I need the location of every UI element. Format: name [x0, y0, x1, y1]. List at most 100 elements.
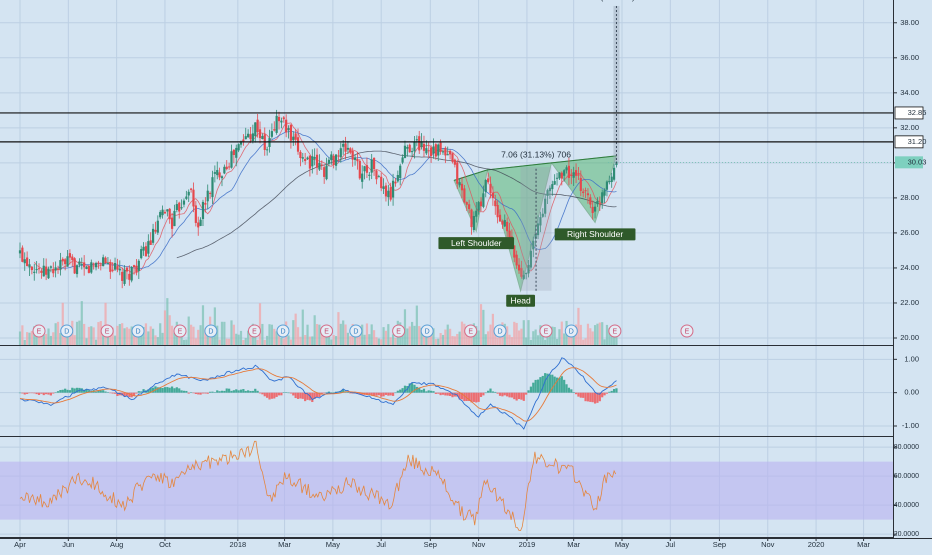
- candle-body[interactable]: [161, 209, 164, 216]
- candle-body[interactable]: [178, 202, 181, 212]
- candle-body[interactable]: [472, 216, 475, 231]
- candle-body[interactable]: [299, 151, 302, 159]
- candle-body[interactable]: [294, 133, 297, 140]
- candle-body[interactable]: [75, 265, 79, 275]
- candle-body[interactable]: [97, 262, 100, 264]
- candle-body[interactable]: [458, 182, 461, 186]
- candle-body[interactable]: [589, 197, 592, 205]
- candle-body[interactable]: [277, 116, 281, 122]
- candle-body[interactable]: [344, 143, 347, 152]
- candle-body[interactable]: [320, 164, 323, 166]
- candle-body[interactable]: [475, 210, 478, 217]
- candle-body[interactable]: [318, 162, 321, 170]
- candle-body[interactable]: [199, 219, 202, 226]
- candle-body[interactable]: [87, 266, 91, 273]
- candle-body[interactable]: [370, 159, 373, 173]
- candle-body[interactable]: [520, 267, 523, 277]
- candle-body[interactable]: [47, 268, 50, 279]
- candle-body[interactable]: [256, 119, 259, 133]
- candle-body[interactable]: [427, 150, 430, 152]
- candle-body[interactable]: [128, 273, 131, 280]
- candle-body[interactable]: [384, 185, 388, 197]
- candle-body[interactable]: [223, 166, 226, 174]
- candle-body[interactable]: [147, 241, 150, 254]
- candle-body[interactable]: [396, 175, 399, 182]
- candle-body[interactable]: [159, 211, 162, 218]
- overlay-layer[interactable]: 7.06 (31.13%) 706 8.99 (29.99%) 899 Left S…: [0, 0, 932, 307]
- candle-body[interactable]: [109, 262, 112, 272]
- candle-body[interactable]: [306, 157, 309, 160]
- earnings-marker[interactable]: [464, 324, 478, 338]
- candle-body[interactable]: [387, 190, 390, 198]
- candle-body[interactable]: [154, 229, 157, 232]
- candle-body[interactable]: [26, 257, 29, 267]
- candle-body[interactable]: [228, 166, 231, 168]
- candle-body[interactable]: [197, 222, 200, 228]
- earnings-marker[interactable]: [680, 324, 694, 338]
- candle-body[interactable]: [213, 172, 216, 174]
- candle-body[interactable]: [422, 143, 426, 151]
- candle-body[interactable]: [175, 204, 178, 210]
- candle-body[interactable]: [432, 146, 435, 154]
- candle-body[interactable]: [506, 221, 509, 232]
- candle-body[interactable]: [261, 136, 264, 140]
- candle-body[interactable]: [42, 265, 45, 277]
- candle-body[interactable]: [225, 166, 228, 170]
- candle-body[interactable]: [282, 117, 285, 120]
- time-axis[interactable]: Apr Jun Aug Oct 2018 Mar May Jul Sep Nov 2019 Mar Ma…: [0, 538, 932, 549]
- candle-body[interactable]: [349, 148, 352, 153]
- candle-body[interactable]: [453, 159, 456, 165]
- candle-body[interactable]: [449, 150, 452, 155]
- candle-body[interactable]: [339, 148, 342, 158]
- candle-body[interactable]: [135, 265, 138, 273]
- candle-body[interactable]: [273, 129, 276, 131]
- candle-body[interactable]: [330, 154, 333, 161]
- candle-body[interactable]: [64, 259, 67, 265]
- candle-body[interactable]: [168, 208, 171, 220]
- candle-body[interactable]: [593, 206, 597, 212]
- candle-body[interactable]: [296, 137, 300, 152]
- candle-body[interactable]: [292, 136, 295, 141]
- candle-body[interactable]: [73, 258, 76, 274]
- candle-body[interactable]: [527, 264, 530, 274]
- candle-body[interactable]: [45, 266, 48, 275]
- candle-body[interactable]: [605, 181, 609, 190]
- candle-body[interactable]: [479, 201, 483, 207]
- candle-body[interactable]: [247, 133, 250, 138]
- earnings-marker[interactable]: [32, 324, 46, 338]
- candle-body[interactable]: [94, 263, 98, 268]
- candle-body[interactable]: [182, 200, 186, 205]
- candle-body[interactable]: [156, 220, 159, 233]
- candle-body[interactable]: [494, 200, 497, 207]
- candle-body[interactable]: [28, 264, 31, 268]
- candle-body[interactable]: [574, 170, 578, 176]
- candle-body[interactable]: [560, 172, 563, 179]
- candle-body[interactable]: [399, 165, 402, 179]
- candle-body[interactable]: [353, 157, 357, 160]
- candle-body[interactable]: [116, 266, 119, 270]
- candle-body[interactable]: [439, 142, 442, 152]
- candle-body[interactable]: [23, 259, 26, 264]
- candle-body[interactable]: [368, 174, 371, 176]
- candle-body[interactable]: [237, 144, 240, 151]
- macd-panel[interactable]: [18, 357, 618, 430]
- candle-body[interactable]: [525, 273, 528, 275]
- candle-body[interactable]: [144, 246, 148, 257]
- candle-body[interactable]: [149, 240, 152, 245]
- dividend-marker[interactable]: [493, 324, 507, 338]
- candle-body[interactable]: [372, 157, 376, 170]
- candle-body[interactable]: [337, 155, 340, 157]
- candle-body[interactable]: [484, 179, 487, 193]
- candle-body[interactable]: [111, 269, 114, 271]
- candle-body[interactable]: [80, 263, 83, 265]
- candle-body[interactable]: [18, 250, 22, 254]
- candle-body[interactable]: [173, 210, 176, 227]
- candle-body[interactable]: [501, 221, 504, 225]
- candle-body[interactable]: [477, 202, 480, 211]
- candle-body[interactable]: [508, 230, 511, 238]
- dividend-marker[interactable]: [564, 324, 578, 338]
- candle-body[interactable]: [187, 191, 190, 196]
- candle-body[interactable]: [482, 193, 485, 207]
- candle-body[interactable]: [37, 268, 41, 270]
